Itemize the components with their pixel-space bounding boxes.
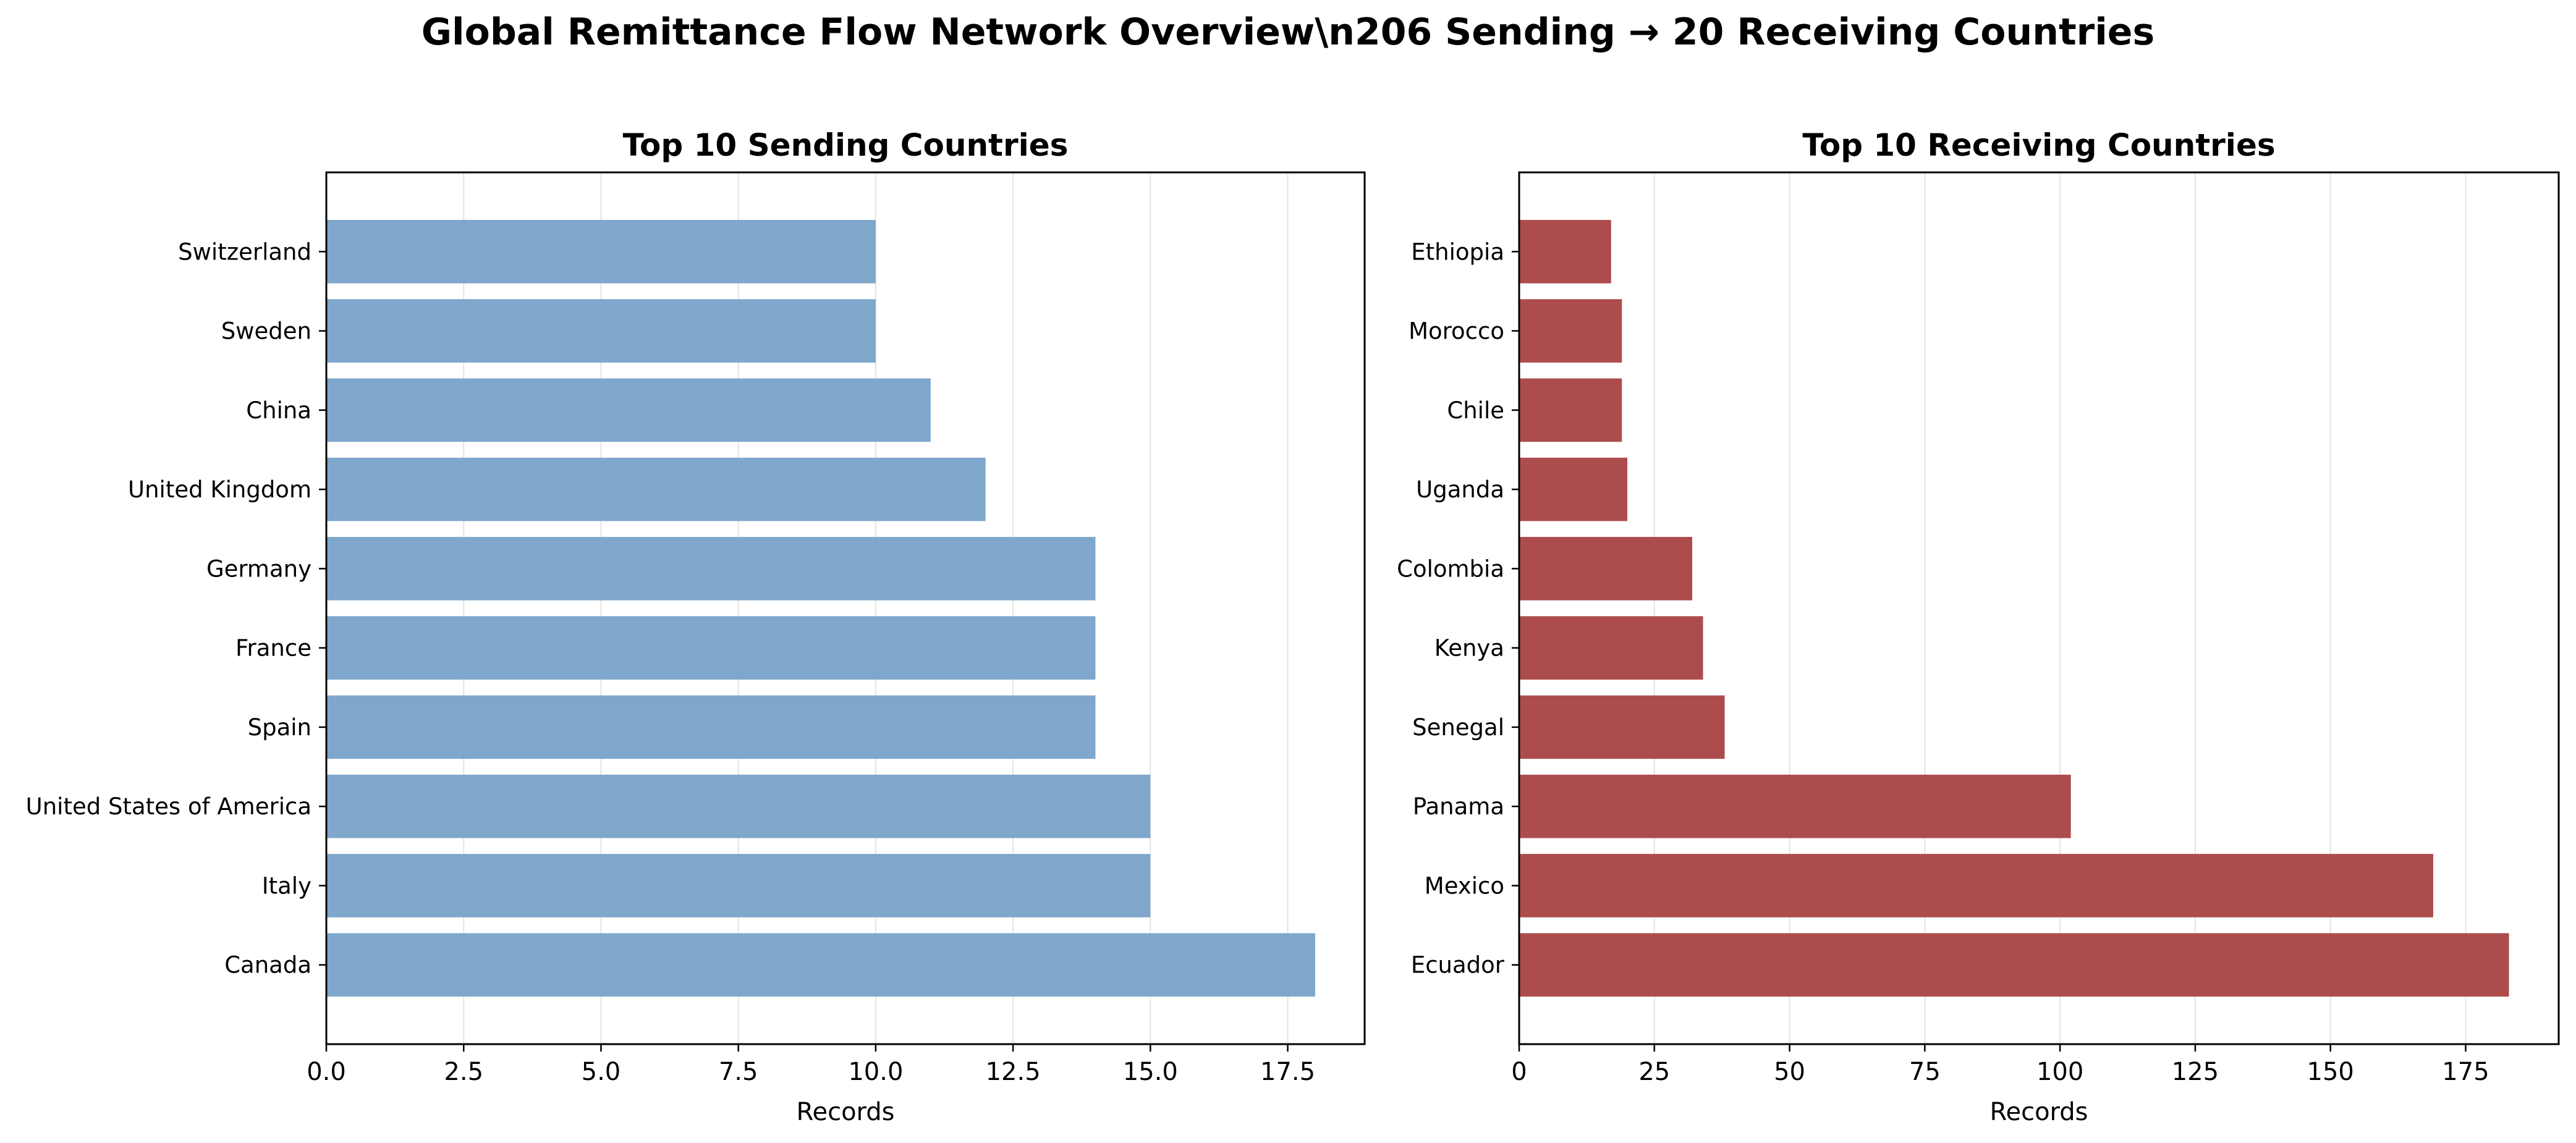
receiving-axes-frame — [1518, 171, 2560, 1045]
receiving-ytick-label: Panama — [1413, 793, 1504, 820]
receiving-xtick-label: 50 — [1774, 1058, 1805, 1086]
sending-bar-france — [326, 616, 1096, 680]
receiving-xtick-label: 25 — [1638, 1058, 1670, 1086]
sending-axes-frame — [325, 171, 1366, 1045]
sending-ytick-label: Germany — [206, 555, 311, 582]
receiving-ytick-label: Uganda — [1416, 476, 1504, 503]
receiving-ytick-label: Ethiopia — [1411, 238, 1504, 265]
sending-xtick-label: 7.5 — [719, 1058, 758, 1086]
sending-countries-panel: Top 10 Sending Countries Records Canada I… — [26, 127, 1366, 1126]
receiving-bar-morocco — [1519, 299, 1622, 363]
sending-ytick-label: Spain — [248, 714, 311, 741]
receiving-bar-mexico — [1519, 854, 2433, 917]
sending-xtick-label: 0.0 — [307, 1058, 346, 1086]
receiving-ytick-label: Ecuador — [1411, 952, 1505, 979]
sending-bar-united-kingdom — [326, 457, 986, 521]
receiving-panel-title: Top 10 Receiving Countries — [1802, 127, 2275, 163]
sending-ytick-label: United Kingdom — [128, 476, 311, 503]
receiving-ytick-label: Colombia — [1397, 555, 1504, 582]
sending-x-axis-label: Records — [796, 1098, 894, 1126]
sending-bar-china — [326, 378, 931, 442]
sending-xtick-label: 10.0 — [848, 1058, 903, 1086]
sending-xtick-label: 15.0 — [1123, 1058, 1178, 1086]
sending-ytick-label: Switzerland — [178, 238, 311, 265]
receiving-x-axis-label: Records — [1989, 1098, 2088, 1126]
sending-xtick-label: 12.5 — [986, 1058, 1041, 1086]
receiving-bar-ecuador — [1519, 933, 2509, 997]
sending-ytick-label: United States of America — [26, 793, 311, 820]
sending-xtick-label: 17.5 — [1260, 1058, 1315, 1086]
receiving-xtick-label: 175 — [2442, 1058, 2489, 1086]
receiving-ytick-label: Mexico — [1425, 872, 1504, 899]
sending-panel-title: Top 10 Sending Countries — [623, 127, 1069, 163]
sending-xtick-label: 2.5 — [444, 1058, 483, 1086]
receiving-xtick-label: 75 — [1909, 1058, 1941, 1086]
sending-bar-italy — [326, 854, 1151, 917]
receiving-bar-kenya — [1519, 616, 1703, 680]
receiving-countries-panel: Top 10 Receiving Countries Records Ecuad… — [1397, 127, 2560, 1126]
receiving-xtick-label: 150 — [2307, 1058, 2354, 1086]
receiving-ytick-label: Chile — [1447, 397, 1504, 424]
figure-title: Global Remittance Flow Network Overview\… — [422, 11, 2154, 54]
receiving-ytick-label: Morocco — [1409, 318, 1504, 345]
receiving-xtick-label: 100 — [2036, 1058, 2083, 1086]
sending-bar-switzerland — [326, 219, 876, 284]
receiving-bar-senegal — [1519, 695, 1725, 759]
sending-xtick-label: 5.0 — [582, 1058, 621, 1086]
sending-ytick-label: China — [246, 397, 311, 424]
sending-bar-sweden — [326, 299, 876, 363]
sending-bar-canada — [326, 933, 1315, 997]
sending-ytick-label: Canada — [224, 952, 311, 979]
receiving-bar-panama — [1519, 774, 2071, 838]
receiving-xtick-label: 125 — [2172, 1058, 2219, 1086]
receiving-ytick-label: Senegal — [1412, 714, 1504, 741]
sending-bar-germany — [326, 537, 1096, 601]
receiving-bar-ethiopia — [1519, 219, 1611, 284]
sending-ytick-label: France — [235, 635, 311, 662]
sending-ytick-label: Sweden — [221, 318, 311, 345]
receiving-xtick-label: 0 — [1511, 1058, 1527, 1086]
sending-bar-spain — [326, 695, 1096, 759]
receiving-ytick-label: Kenya — [1434, 635, 1504, 662]
sending-bar-united-states-of-america — [326, 774, 1151, 838]
receiving-bar-chile — [1519, 378, 1622, 442]
receiving-bar-colombia — [1519, 537, 1693, 601]
receiving-bar-uganda — [1519, 457, 1628, 521]
sending-ytick-label: Italy — [262, 872, 311, 899]
